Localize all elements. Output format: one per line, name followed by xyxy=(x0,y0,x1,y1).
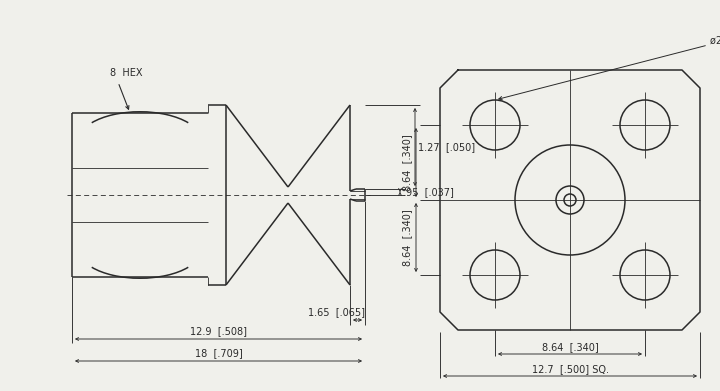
Text: 12.9  [.508]: 12.9 [.508] xyxy=(190,326,247,336)
Text: 8.64  [.340]: 8.64 [.340] xyxy=(402,209,412,266)
Text: 8  HEX: 8 HEX xyxy=(110,68,143,78)
Text: .95  [.037]: .95 [.037] xyxy=(403,187,454,197)
Text: 8.64  [.340]: 8.64 [.340] xyxy=(541,342,598,352)
Text: 1.27  [.050]: 1.27 [.050] xyxy=(418,142,475,152)
Text: 1.65  [.065]: 1.65 [.065] xyxy=(308,307,366,317)
Text: ø2.6  [ø.102](4X): ø2.6 [ø.102](4X) xyxy=(710,35,720,45)
Text: 8.64  [.340]: 8.64 [.340] xyxy=(402,134,412,191)
Text: 18  [.709]: 18 [.709] xyxy=(194,348,243,358)
Text: 12.7  [.500] SQ.: 12.7 [.500] SQ. xyxy=(531,364,608,374)
